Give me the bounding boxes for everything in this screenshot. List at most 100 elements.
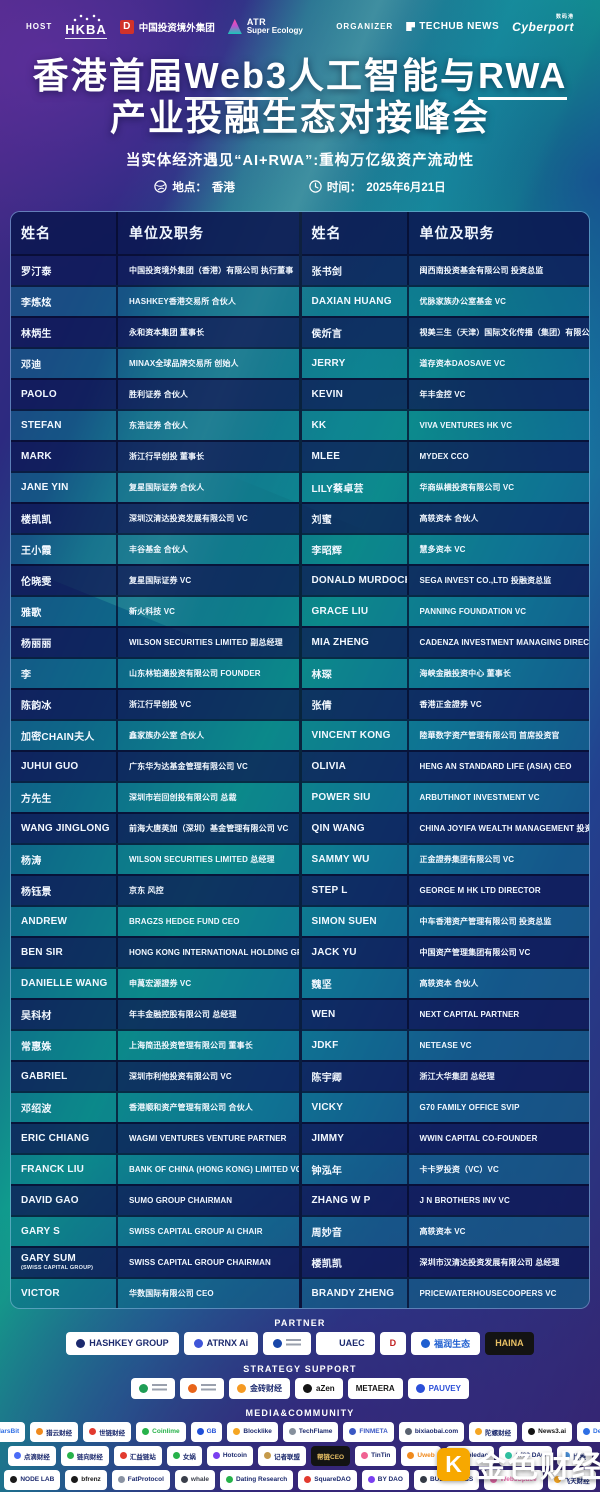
media-logo-text: Web3Space xyxy=(500,1476,537,1484)
org-column-header: 单位及职务 xyxy=(129,224,204,241)
partner-logo: UAEC xyxy=(316,1331,375,1355)
page-title: 香港首届Web3人工智能与RWA 产业投融生态对接峰会 xyxy=(32,55,568,139)
attendee-name: GRACE LIU xyxy=(302,596,409,626)
partner-logo: ATRNX Ai xyxy=(183,1331,259,1355)
media-logo-icon xyxy=(172,1452,180,1460)
attendee-org: 中车香港资产管理有限公司 投资总监 xyxy=(419,916,552,926)
attendee-name: FRANCK LIU xyxy=(11,1154,118,1184)
attendee-name: 楼凯凯 xyxy=(302,1247,409,1277)
attendee-org: 浙江大华集团 总经理 xyxy=(419,1071,495,1081)
attendee-org: 上海简迅投资管理有限公司 董事长 xyxy=(129,1040,253,1050)
attendee-name: MARK xyxy=(11,441,118,471)
media-logo-text: Coinlime xyxy=(152,1428,180,1436)
media-logo: 链向财经 xyxy=(60,1445,109,1466)
attendee-name: 钟泓年 xyxy=(302,1154,409,1184)
partner-logo-icon xyxy=(193,1338,203,1348)
table-row: WEN NEXT CAPITAL PARTNER xyxy=(301,997,589,1029)
attendee-org: 优脉家族办公室基金 VC xyxy=(419,296,507,306)
attendee-org: 山东林铂通投资有限公司 FOUNDER xyxy=(129,668,261,678)
attendee-name: OLIVIA xyxy=(302,751,409,781)
table-row: MLEE MYDEX CCO xyxy=(301,439,589,471)
table-row: JDKF NETEASE VC xyxy=(301,1028,589,1060)
partner-logo xyxy=(263,1331,312,1355)
table-row: 杨涛 WILSON SECURITIES LIMITED 总经理 xyxy=(11,842,299,874)
attendee-org: 视美三生（天津）国际文化传播（集团）有限公司 VC xyxy=(419,327,590,337)
attendee-org: 高轶资本 合伙人 xyxy=(419,978,479,988)
media-logo: 记者联盟 xyxy=(258,1445,307,1466)
attendee-org: 新火科技 VC xyxy=(129,606,176,616)
attendee-name: GABRIEL xyxy=(11,1061,118,1091)
media-logo-icon xyxy=(66,1452,74,1460)
media-logo-icon xyxy=(288,1428,296,1436)
attendee-org: 深圳市汉清达投资发展有限公司 总经理 xyxy=(419,1257,560,1267)
media-logo-icon xyxy=(89,1428,97,1436)
attendee-org: WAGMI VENTURES VENTURE PARTNER xyxy=(129,1133,287,1143)
media-logo: Coinlime xyxy=(136,1421,186,1442)
media-logo: whale xyxy=(174,1469,215,1490)
attendee-org: 慧多资本 VC xyxy=(419,544,466,554)
media-logo-icon xyxy=(180,1476,188,1484)
attendee-org: WWIN CAPITAL CO-FOUNDER xyxy=(419,1133,538,1143)
table-row: 吴科材 年丰金融控股有限公司 总经理 xyxy=(11,997,299,1029)
media-logo: News3.ai xyxy=(522,1421,572,1442)
attendee-org: NETEASE VC xyxy=(419,1040,472,1050)
media-logo-icon xyxy=(36,1428,44,1436)
event-location: 地点： 香港 xyxy=(154,179,235,195)
attendee-name: 李 xyxy=(11,658,118,688)
attendee-org: 复星国际证券 合伙人 xyxy=(129,482,205,492)
attendee-org: 深圳汉清达投资发展有限公司 VC xyxy=(129,513,248,523)
media-logo: bixiaobai.com xyxy=(398,1421,465,1442)
attendee-name: 张书剑 xyxy=(302,255,409,285)
media-logo-text: 女娲 xyxy=(182,1453,196,1461)
table-row: 罗汀泰 中国投资境外集团（香港）有限公司 执行董事 xyxy=(11,253,299,285)
attendee-org: 中国投资境外集团（香港）有限公司 执行董事 xyxy=(129,265,294,275)
table-row: 常惠姝 上海简迅投资管理有限公司 董事长 xyxy=(11,1028,299,1060)
media-logo-text: DeFam xyxy=(593,1428,600,1436)
media-logo: GB xyxy=(190,1421,223,1442)
attendee-org: 正金證券集团有限公司 VC xyxy=(419,854,515,864)
media-logo-icon xyxy=(419,1476,427,1484)
attendee-name: 方先生 xyxy=(11,782,118,812)
table-row: 魏坚 高轶资本 合伙人 xyxy=(301,966,589,998)
media-logo: 1783 DAO xyxy=(499,1445,553,1466)
attendee-name: 李昭辉 xyxy=(302,534,409,564)
strategy-logo: 金砖财经 xyxy=(229,1377,291,1399)
attendee-org: WILSON SECURITIES LIMITED 副总经理 xyxy=(129,637,283,647)
attendee-org: 道存资本DAOSAVE VC xyxy=(419,358,506,368)
attendee-subname: (SWISS CAPITAL GROUP) xyxy=(21,1265,94,1272)
partner-logo: D xyxy=(379,1331,407,1355)
media-logo: 汇益链站 xyxy=(113,1445,162,1466)
attendee-name: 罗汀泰 xyxy=(11,255,118,285)
media-logo-icon xyxy=(13,1452,21,1460)
jinse-text: 金色财经 xyxy=(476,1451,600,1484)
media-logo-text: Hotcoin xyxy=(222,1452,248,1460)
media-logo: FINMETA xyxy=(343,1421,394,1442)
event-time: 时间： 2025年6月21日 xyxy=(309,179,446,195)
attendee-org: 卡卡罗投资（VC）VC xyxy=(419,1164,499,1174)
strategy-logo-icon xyxy=(188,1383,198,1393)
table-row: GABRIEL 深圳市利他投资有限公司 VC xyxy=(11,1059,299,1091)
attendee-org: 香港顺和资产管理有限公司 合伙人 xyxy=(129,1102,253,1112)
media-logo: Web3Space xyxy=(484,1469,543,1490)
attendee-name: DONALD MURDOCH xyxy=(302,565,409,595)
media-logo-text: bixiaobai.com xyxy=(414,1428,459,1436)
table-row: ERIC CHIANG WAGMI VENTURES VENTURE PARTNE… xyxy=(11,1121,299,1153)
strategy-logo-text-illegible xyxy=(201,1384,217,1393)
attendee-name: 杨涛 xyxy=(11,844,118,874)
clock-icon xyxy=(309,180,322,194)
table-row: 方先生 深圳市岩回创投有限公司 总裁 xyxy=(11,780,299,812)
table-row: 林炳生 永和资本集团 董事长 xyxy=(11,315,299,347)
table-row: VINCENT KONG 陸華数字资产管理有限公司 首席投资官 xyxy=(301,718,589,750)
attendee-org: PANNING FOUNDATION VC xyxy=(419,606,527,616)
attendee-org: WILSON SECURITIES LIMITED 总经理 xyxy=(129,854,275,864)
attendee-name: KEVIN xyxy=(302,379,409,409)
table-row: KK VIVA VENTURES HK VC xyxy=(301,408,589,440)
partner-logo-text: D xyxy=(389,1338,397,1349)
media-logo: BY DAO xyxy=(361,1469,409,1490)
attendee-org: 永和资本集团 董事长 xyxy=(129,327,205,337)
strategy-logo xyxy=(131,1377,176,1399)
table-row: ZHANG W P J N BROTHERS INV VC xyxy=(301,1183,589,1215)
media-logo-icon xyxy=(553,1476,561,1484)
